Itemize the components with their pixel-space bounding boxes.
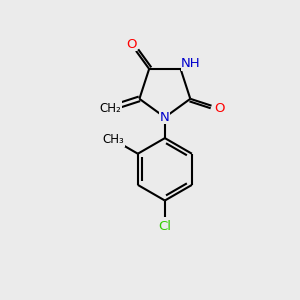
Text: CH₂: CH₂ [100, 102, 122, 115]
Text: O: O [214, 102, 225, 115]
Text: O: O [126, 38, 136, 51]
Text: Cl: Cl [158, 220, 171, 233]
Text: CH₃: CH₃ [103, 133, 124, 146]
Text: NH: NH [181, 57, 201, 70]
Text: N: N [160, 111, 170, 124]
